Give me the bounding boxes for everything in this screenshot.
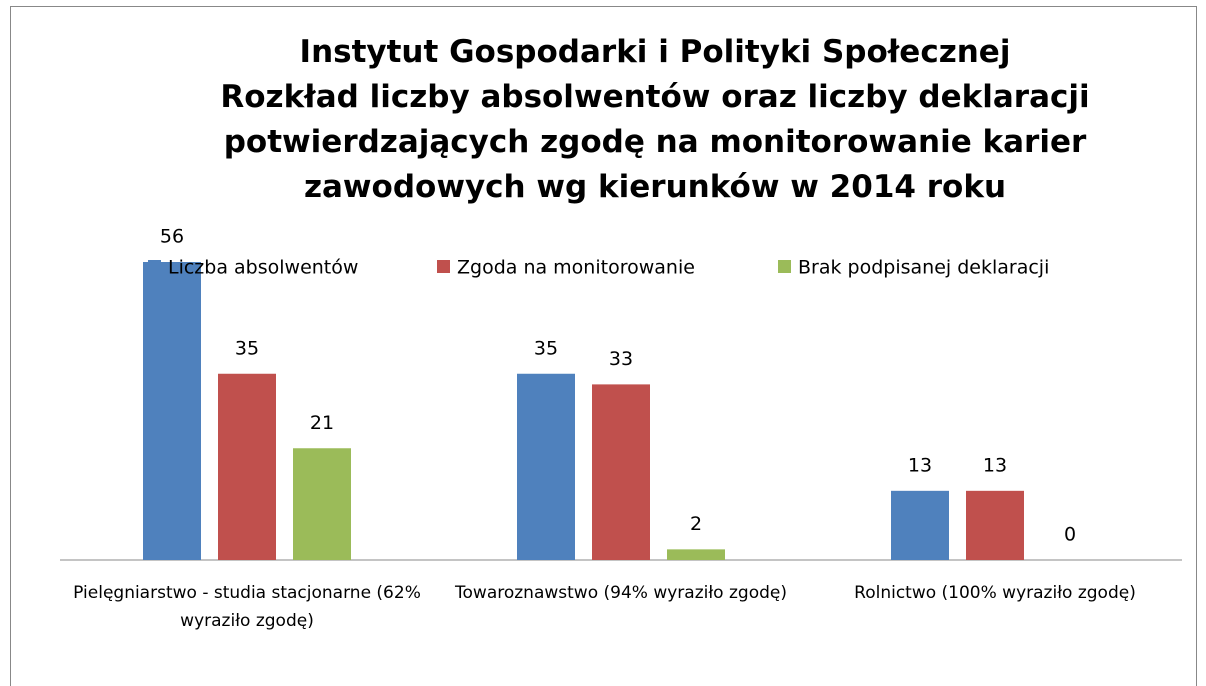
value-label: 21 — [310, 412, 334, 434]
value-label: 56 — [160, 226, 184, 248]
chart-frame — [10, 6, 1197, 686]
x-tick-label: Pielęgniarstwo - studia stacjonarne (62%… — [73, 583, 421, 631]
legend-swatch — [437, 260, 450, 273]
bar — [891, 490, 949, 560]
value-label: 33 — [609, 348, 633, 370]
value-label: 2 — [690, 513, 702, 535]
x-tick-label: Rolnictwo (100% wyraziło zgodę) — [854, 583, 1136, 603]
bar — [143, 262, 201, 560]
value-label: 13 — [908, 454, 932, 476]
x-tick-label: Towaroznawstwo (94% wyraziło zgodę) — [455, 583, 787, 603]
bar — [966, 490, 1024, 560]
bar — [218, 373, 276, 560]
legend-label: Zgoda na monitorowanie — [457, 257, 695, 279]
bar — [517, 373, 575, 560]
legend-label: Brak podpisanej deklaracji — [798, 257, 1049, 279]
bar — [592, 384, 650, 560]
legend-label: Liczba absolwentów — [168, 257, 358, 279]
value-label: 13 — [983, 454, 1007, 476]
legend-swatch — [778, 260, 791, 273]
value-label: 35 — [235, 337, 259, 359]
bar — [667, 549, 725, 560]
bar — [293, 448, 351, 560]
chart-title: Instytut Gospodarki i Polityki Społeczne… — [220, 34, 1090, 205]
legend-swatch — [148, 260, 161, 273]
value-label: 0 — [1064, 524, 1076, 546]
value-label: 35 — [534, 337, 558, 359]
